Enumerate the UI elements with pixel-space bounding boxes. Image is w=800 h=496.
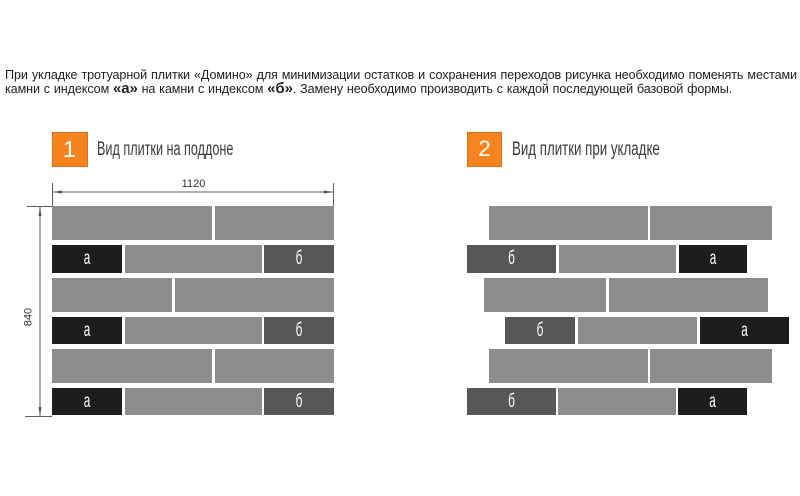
svg-text:1120: 1120 [182,178,206,190]
svg-text:840: 840 [23,308,35,326]
